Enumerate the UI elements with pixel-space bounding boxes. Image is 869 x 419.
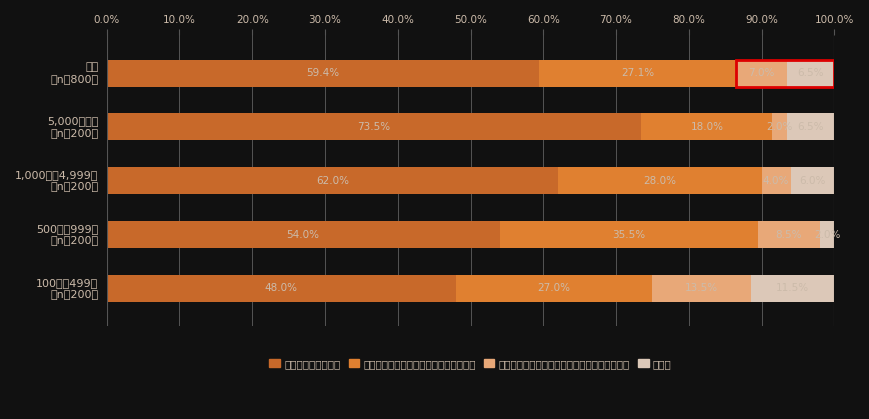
Bar [500, 221, 758, 248]
Text: 62.0%: 62.0% [315, 176, 348, 186]
Text: 8.5%: 8.5% [776, 230, 802, 240]
Bar [107, 59, 539, 87]
Text: 2.0%: 2.0% [766, 122, 793, 132]
Text: 6.0%: 6.0% [799, 176, 826, 186]
Bar [641, 114, 773, 140]
Text: 27.0%: 27.0% [538, 283, 571, 293]
Bar [539, 59, 736, 87]
Bar [773, 114, 787, 140]
Bar [791, 167, 834, 194]
Text: 59.4%: 59.4% [306, 68, 340, 78]
Text: 7.0%: 7.0% [748, 68, 775, 78]
Bar [761, 167, 791, 194]
Bar [787, 59, 834, 87]
Text: 4.0%: 4.0% [763, 176, 789, 186]
Bar [758, 221, 819, 248]
Bar [107, 221, 500, 248]
Text: 6.5%: 6.5% [798, 68, 824, 78]
Bar [456, 275, 653, 302]
Bar [107, 114, 641, 140]
Legend: 対応は完了している, 対応中であり、４月１日までに完了予定, 対応中であり、４月１日までに完了しない予定, 未対応: 対応は完了している, 対応中であり、４月１日までに完了予定, 対応中であり、４月… [265, 355, 676, 373]
Text: 73.5%: 73.5% [357, 122, 391, 132]
Text: 2.0%: 2.0% [814, 230, 840, 240]
Bar [736, 59, 834, 87]
Bar [558, 167, 761, 194]
Text: 18.0%: 18.0% [691, 122, 724, 132]
Text: 6.5%: 6.5% [798, 122, 824, 132]
Text: 28.0%: 28.0% [643, 176, 676, 186]
Text: 13.5%: 13.5% [685, 283, 718, 293]
Bar [736, 59, 787, 87]
Text: 27.1%: 27.1% [621, 68, 654, 78]
Bar [751, 275, 834, 302]
Bar [787, 114, 834, 140]
Text: 11.5%: 11.5% [776, 283, 809, 293]
Text: 48.0%: 48.0% [265, 283, 298, 293]
Text: 35.5%: 35.5% [612, 230, 646, 240]
Bar [107, 167, 558, 194]
Bar [653, 275, 751, 302]
Bar [107, 275, 456, 302]
Text: 54.0%: 54.0% [287, 230, 320, 240]
Bar [819, 221, 834, 248]
